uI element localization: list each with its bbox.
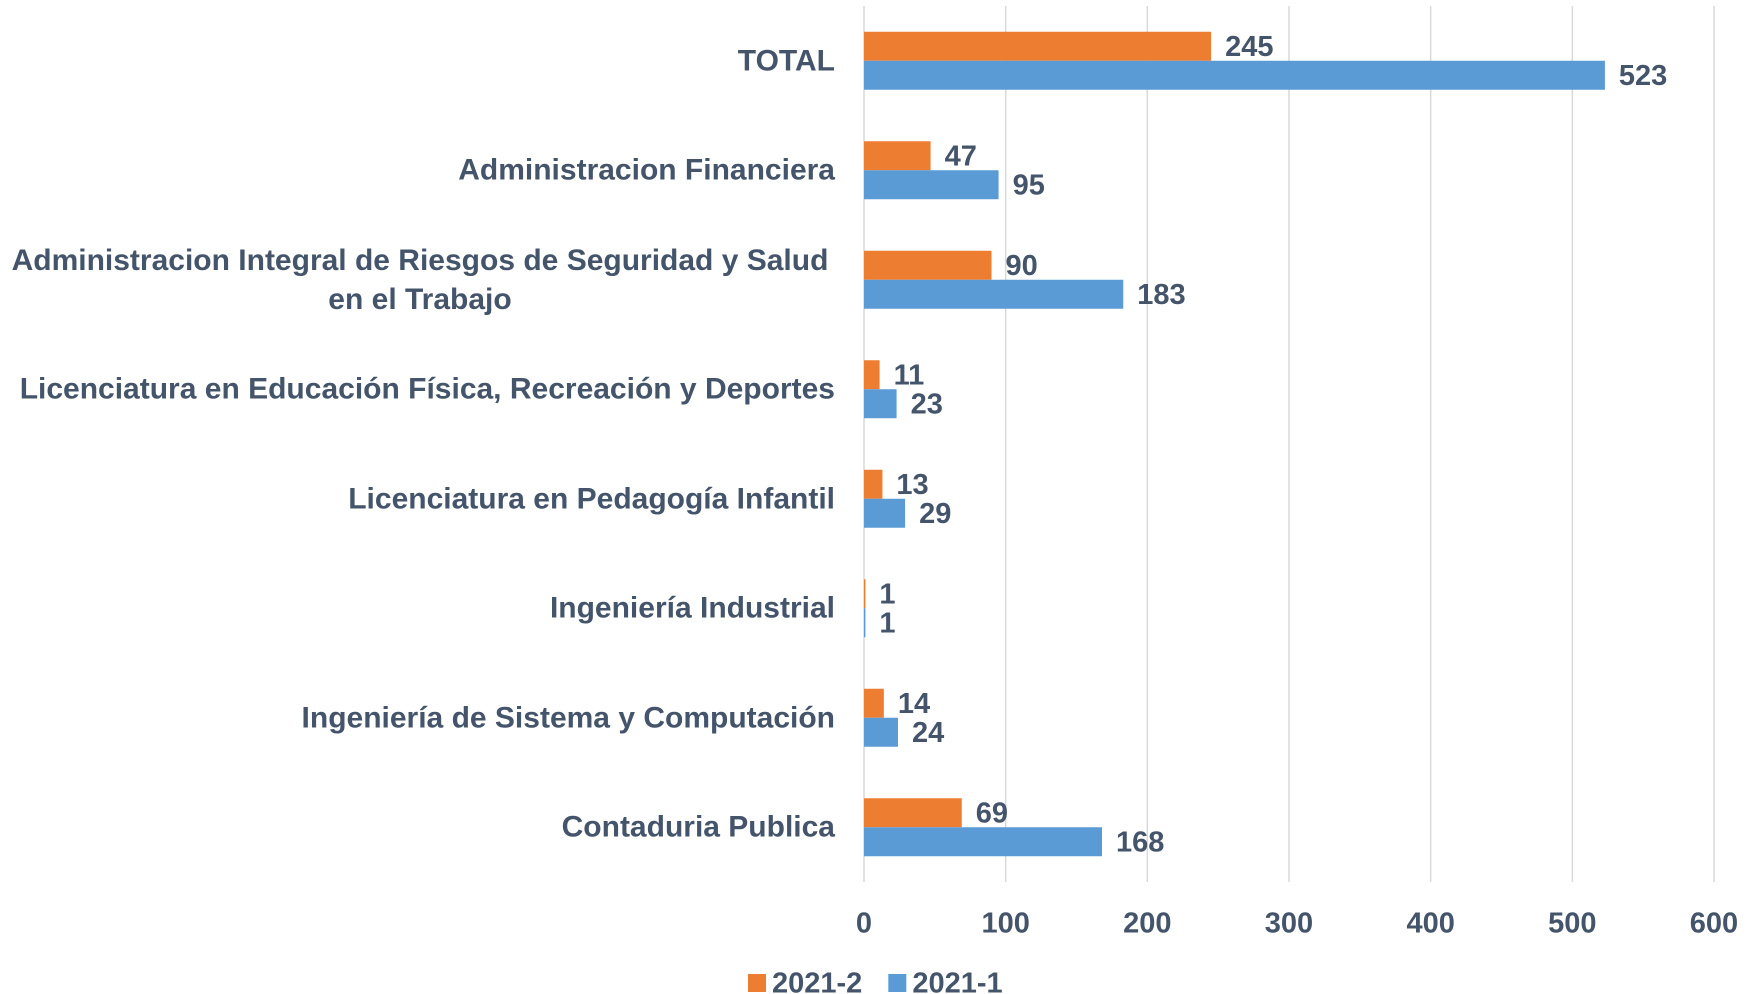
- bar: [864, 498, 906, 528]
- bar: [864, 688, 884, 718]
- bar: [864, 717, 898, 747]
- bar: [864, 579, 866, 609]
- bar: [864, 279, 1124, 309]
- data-label: 183: [1137, 279, 1185, 311]
- data-label: 1: [879, 607, 895, 639]
- x-tick-label: 400: [1406, 908, 1454, 940]
- bar: [864, 389, 897, 419]
- data-label: 245: [1225, 31, 1273, 63]
- legend-label: 2021-1: [912, 968, 1002, 994]
- y-tick-label: Licenciatura en Educación Física, Recrea…: [19, 372, 835, 406]
- bar: [864, 250, 992, 280]
- legend-label: 2021-2: [772, 968, 862, 994]
- data-label: 523: [1619, 60, 1667, 92]
- x-tick-label: 500: [1548, 908, 1596, 940]
- data-label: 69: [976, 797, 1008, 829]
- bar: [864, 360, 880, 390]
- bar: [864, 60, 1605, 90]
- y-tick-label: Ingeniería de Sistema y Computación: [301, 701, 835, 735]
- legend-swatch: [748, 974, 766, 992]
- data-label: 14: [898, 688, 930, 720]
- x-tick-label: 100: [981, 908, 1029, 940]
- bar: [864, 31, 1212, 61]
- legend-swatch: [888, 974, 907, 992]
- data-label: 29: [919, 498, 951, 530]
- data-label: 24: [912, 717, 944, 749]
- data-label: 95: [1013, 169, 1045, 201]
- bar: [864, 798, 962, 828]
- bar: [864, 827, 1102, 857]
- x-tick-label: 600: [1690, 908, 1738, 940]
- data-label: 1: [879, 578, 895, 610]
- data-label: 23: [911, 388, 943, 420]
- data-label: 90: [1006, 250, 1038, 282]
- x-tick-label: 200: [1123, 908, 1171, 940]
- bar: [864, 608, 866, 638]
- data-label: 47: [945, 140, 977, 172]
- x-tick-label: 300: [1265, 908, 1313, 940]
- bar: [864, 469, 883, 499]
- y-tick-label: Administracion Integral de Riesgos de Se…: [11, 243, 829, 316]
- data-label: 168: [1116, 826, 1164, 858]
- data-label: 13: [896, 469, 928, 501]
- y-tick-label: Licenciatura en Pedagogía Infantil: [348, 482, 835, 516]
- data-label: 11: [894, 359, 925, 391]
- y-tick-label: Contaduria Publica: [561, 810, 835, 844]
- y-tick-label: Ingeniería Industrial: [549, 591, 835, 625]
- x-tick-label: 0: [856, 908, 872, 940]
- y-tick-label: Administracion Financiera: [458, 153, 835, 187]
- y-tick-label: TOTAL: [737, 44, 835, 78]
- bar: [864, 170, 999, 200]
- bar: [864, 141, 931, 171]
